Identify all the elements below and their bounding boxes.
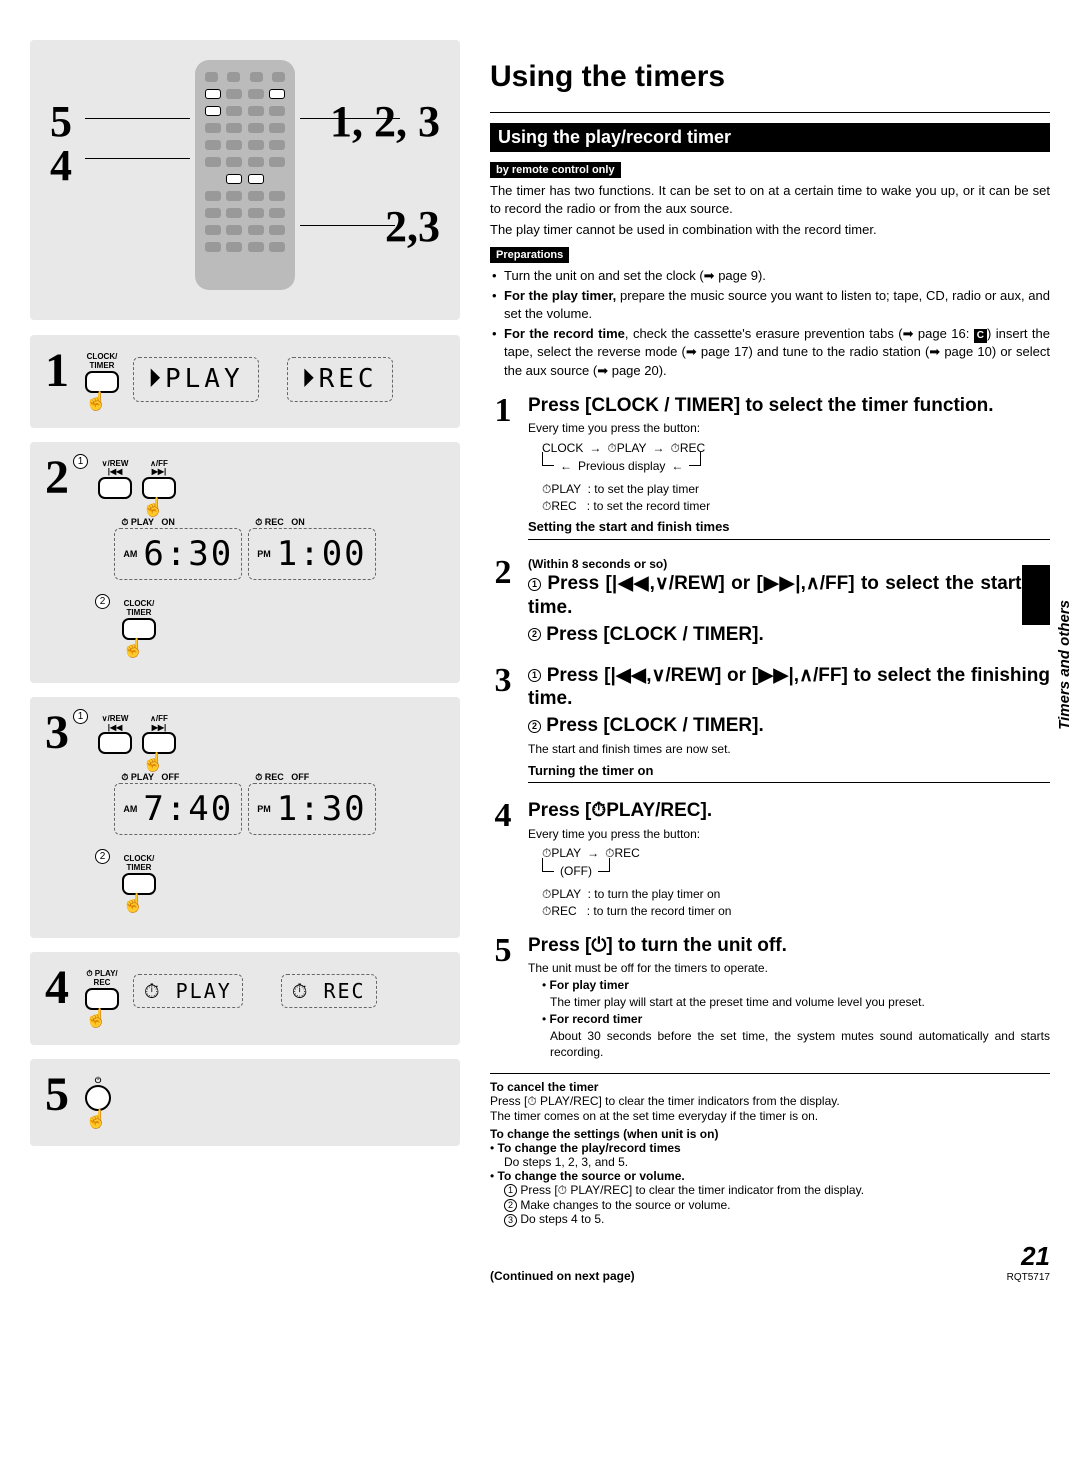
display-play: ⏱ PLAY (133, 974, 243, 1008)
left-step-2: 2 1 ∨/REW |◀◀ ∧/FF ▶▶| ☝ ⏱ PLAY O (30, 442, 460, 683)
callout-2-3: 2,3 (385, 205, 440, 249)
substep-1: 1 (73, 454, 88, 469)
left-step-1: 1 CLOCK/ TIMER ☝ ⏵PLAY ⏵REC (30, 335, 460, 428)
rew-label: ∨/REW |◀◀ (98, 715, 132, 733)
press-hand-icon: ☝ (122, 893, 144, 914)
clock-timer-button (85, 371, 119, 393)
press-hand-icon: ☝ (142, 752, 164, 773)
remote-body (195, 60, 295, 290)
step-number: 4 (45, 964, 69, 1012)
rew-label: ∨/REW |◀◀ (98, 460, 132, 478)
clock-timer-button (122, 618, 156, 640)
left-step-5: 5 ⏻ ☝ (30, 1059, 460, 1147)
callout-1-2-3: 1, 2, 3 (330, 100, 440, 144)
continued-note: (Continued on next page) (490, 1269, 635, 1283)
play-rec-button (85, 988, 119, 1010)
start-time-rec: ⏱ REC ON PM 1:00 (248, 528, 375, 580)
substep-2: 2 (95, 849, 110, 864)
press-hand-icon: ☝ (122, 638, 144, 659)
step-number: 1 (45, 347, 69, 395)
press-hand-icon: ☝ (85, 1109, 107, 1130)
button-label: CLOCK/ TIMER (85, 353, 119, 371)
rew-button (98, 732, 132, 754)
preparations-tag: Preparations (490, 247, 569, 263)
step-number: 2 (45, 454, 69, 502)
remote-only-tag: by remote control only (490, 162, 621, 178)
power-button (85, 1085, 111, 1111)
power-label: ⏻ (85, 1077, 111, 1086)
subheading-start-finish: Setting the start and finish times (528, 518, 1050, 539)
finish-time-play: ⏱ PLAY OFF AM 7:40 (114, 783, 242, 835)
preparations-list: Turn the unit on and set the clock (➡ pa… (490, 267, 1050, 380)
display-play: ⏵PLAY (133, 357, 259, 402)
page-number: 21 (1007, 1241, 1050, 1272)
clock-timer-button (122, 873, 156, 895)
ff-label: ∧/FF ▶▶| (142, 460, 176, 478)
button-label: CLOCK/ TIMER (122, 855, 156, 873)
instruction-step-2: 2 (Within 8 seconds or so) 1 Press [|◀◀,… (490, 556, 1050, 650)
finish-time-rec: ⏱ REC OFF PM 1:30 (248, 783, 375, 835)
press-hand-icon: ☝ (85, 391, 107, 412)
callout-4: 4 (50, 144, 72, 188)
intro-text: The timer has two functions. It can be s… (490, 182, 1050, 240)
remote-diagram: 5 4 1, 2, 3 2,3 (30, 40, 460, 320)
substep-2: 2 (95, 594, 110, 609)
instruction-step-4: 4 Press [⏱PLAY/REC]. Every time you pres… (490, 799, 1050, 920)
press-hand-icon: ☝ (85, 1008, 107, 1029)
rew-button (98, 477, 132, 499)
press-hand-icon: ☝ (142, 497, 164, 518)
section-tab (1022, 565, 1050, 625)
side-label: Timers and others (1056, 600, 1073, 730)
section-title: Using the timers (490, 60, 1050, 94)
button-label: ⏱ PLAY/ REC (85, 970, 119, 988)
instruction-step-1: 1 Press [CLOCK / TIMER] to select the ti… (490, 394, 1050, 542)
start-time-play: ⏱ PLAY ON AM 6:30 (114, 528, 242, 580)
left-step-3: 3 1 ∨/REW |◀◀ ∧/FF ▶▶| ☝ ⏱ PLAY O (30, 697, 460, 938)
substep-1: 1 (73, 709, 88, 724)
callout-5: 5 (50, 100, 72, 144)
ff-label: ∧/FF ▶▶| (142, 715, 176, 733)
step-number: 3 (45, 709, 69, 757)
left-illustration-column: 5 4 1, 2, 3 2,3 (30, 40, 460, 1283)
subsection-title: Using the play/record timer (490, 123, 1050, 152)
step-number: 5 (45, 1071, 69, 1119)
right-instruction-column: Timers and others Using the timers Using… (490, 40, 1050, 1283)
c-icon: C (974, 329, 987, 343)
display-rec: ⏵REC (287, 357, 393, 402)
instruction-step-5: 5 Press [⏻] to turn the unit off. The un… (490, 934, 1050, 1062)
button-label: CLOCK/ TIMER (122, 600, 156, 618)
display-rec: ⏱ REC (281, 974, 377, 1008)
subheading-turn-on: Turning the timer on (528, 762, 1050, 783)
footer-notes: To cancel the timer Press [⏱ PLAY/REC] t… (490, 1073, 1050, 1283)
left-step-4: 4 ⏱ PLAY/ REC ☝ ⏱ PLAY ⏱ REC (30, 952, 460, 1045)
document-id: RQT5717 (1007, 1272, 1050, 1283)
instruction-step-3: 3 1 Press [|◀◀,∨/REW] or [▶▶|,∧/FF] to s… (490, 664, 1050, 785)
ff-button (142, 477, 176, 499)
ff-button (142, 732, 176, 754)
